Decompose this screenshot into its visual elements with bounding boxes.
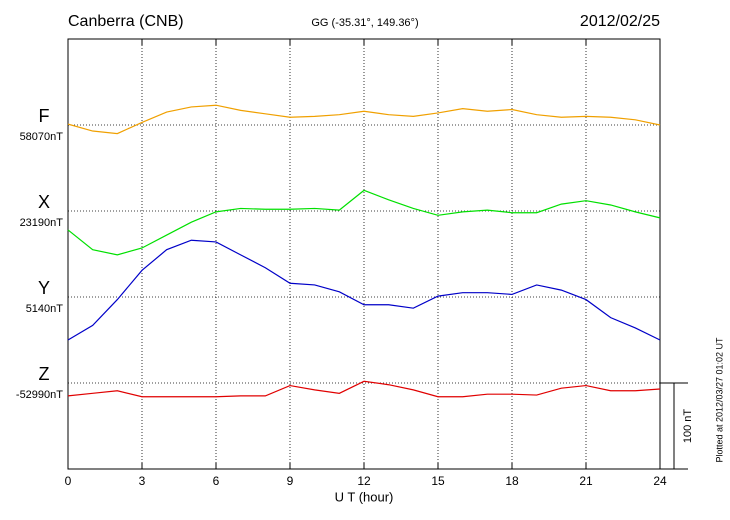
baseline-label: 5140nT [26,303,64,315]
x-tick-label: 3 [139,474,146,488]
x-tick-label: 18 [505,474,519,488]
plot-frame [67,38,661,470]
series-line [67,380,661,398]
x-tick-label: 6 [213,474,220,488]
chart-subtitle: GG (-35.31°, 149.36°) [311,17,418,29]
scale-bar-label: 100 nT [682,409,694,444]
series-name: Y [38,278,50,298]
chart-title: Canberra (CNB) [68,13,184,30]
series-name: X [38,192,50,212]
baseline-label: 23190nT [20,217,64,229]
x-tick-label: 9 [287,474,294,488]
series-line [67,189,661,256]
x-axis-label: U T (hour) [335,489,394,504]
side-note: Plotted at 2012/03/27 01:02 UT [714,337,724,463]
series-line [67,104,661,135]
series-name: F [39,106,50,126]
x-tick-label: 12 [357,474,371,488]
baseline-label: 58070nT [20,131,64,143]
x-tick-label: 15 [431,474,445,488]
baseline-label: -52990nT [16,389,63,401]
series-line [67,239,661,341]
x-tick-label: 24 [653,474,667,488]
series-name: Z [39,364,50,384]
chart-date: 2012/02/25 [580,13,660,30]
x-tick-label: 21 [579,474,593,488]
x-tick-label: 0 [65,474,72,488]
